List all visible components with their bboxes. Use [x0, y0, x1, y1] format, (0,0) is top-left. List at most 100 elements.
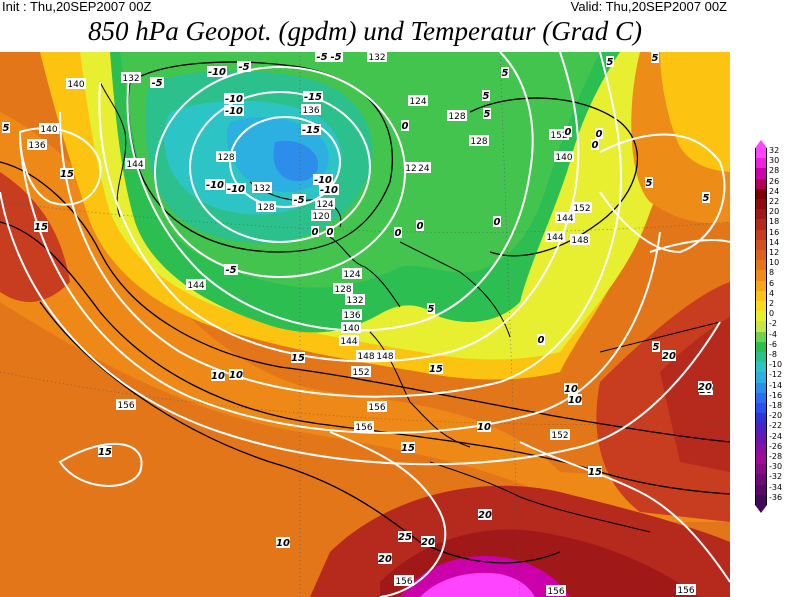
contour-line [599, 133, 726, 254]
temperature-label: 5 [3, 123, 10, 134]
legend-label: 14 [769, 237, 780, 247]
legend-label: 22 [769, 197, 780, 206]
temperature-label-bg [588, 466, 602, 477]
legend-color-cell [755, 280, 767, 291]
temperature-label-bg [595, 128, 603, 139]
temperature-label-bg [421, 536, 435, 547]
weather-map[interactable]: 132 140 140 136 132 136 128 132 128 124 120 124 128 1… [0, 52, 730, 597]
geopotential-label-bg [121, 72, 141, 83]
geopotential-label-bg [447, 110, 467, 121]
temperature-label-bg [205, 179, 225, 190]
temperature-label-bg [98, 446, 112, 457]
legend-label: -6 [769, 339, 777, 349]
legend-label: 12 [769, 248, 780, 257]
legend-label: 2 [769, 299, 775, 308]
temperature-label: 10 [211, 371, 225, 382]
temperature-label: 0 [402, 121, 409, 132]
temperature-label: 20 [478, 510, 492, 521]
legend-label: 6 [769, 278, 775, 288]
temperature-label: 10 [276, 538, 290, 549]
legend-label: -32 [769, 472, 783, 482]
temperature-label-bg [311, 226, 319, 237]
legend-top-arrow [755, 140, 767, 148]
isotherm [127, 61, 394, 253]
geopotential-label-bg [550, 429, 570, 440]
legend-label: 8 [769, 268, 775, 278]
temperature-label: -10 [225, 106, 243, 117]
geopotential-label: 152 [551, 431, 568, 441]
geopotential-label: 140 [67, 80, 84, 90]
temperature-label: 0 [417, 221, 424, 232]
temperature-label-bg [568, 394, 582, 405]
geopotential-label-bg [333, 283, 353, 294]
temperature-label: 0 [592, 140, 599, 151]
geopotential-label: 152 [352, 368, 369, 378]
geopotential-label-bg [339, 335, 359, 346]
geopotential-label: 148 [571, 236, 588, 246]
geopotential-label: 132 [122, 74, 139, 84]
coast-mediterranean [429, 461, 651, 533]
geopotential-label-bg [394, 575, 414, 586]
geopotential-label: 156 [117, 401, 134, 411]
temperature-label-bg [226, 183, 246, 194]
geopotential-label: 136 [302, 106, 319, 116]
temperature-label-bg [482, 90, 490, 101]
geopotential-label-bg [345, 294, 365, 305]
temperature-label: -5 [225, 265, 236, 276]
geopotential-label: 148 [376, 352, 393, 362]
legend-label: 16 [769, 227, 780, 237]
legend-color-cell [755, 219, 767, 230]
geopotential-label-bg [301, 104, 321, 115]
legend-color-cell [755, 270, 767, 281]
legend-label: -8 [769, 350, 777, 359]
legend-label: -30 [769, 462, 783, 472]
temperature-label-bg [224, 93, 244, 104]
temperature-label-bg [207, 66, 227, 77]
temperature-label: 5 [646, 178, 653, 189]
contour-line [126, 52, 534, 332]
geopotential-label-bg [311, 210, 331, 221]
legend-label: -10 [769, 360, 783, 370]
legend-color-cell [755, 484, 767, 495]
legend-color-cell [755, 148, 767, 159]
legend-label: -24 [769, 431, 783, 441]
temperature-label-bg [416, 220, 424, 231]
geopotential-label: 140 [342, 324, 359, 334]
temperature-label-bg [326, 226, 334, 237]
isotherms [0, 61, 730, 564]
legend-label: 0 [769, 309, 775, 319]
geopotential-label-bg [546, 585, 566, 596]
contour-line [649, 239, 730, 253]
temperature-label-bg [378, 553, 392, 564]
temperature-label-bg [303, 91, 323, 102]
geopotential-label: 136 [28, 141, 45, 151]
temperature-label-bg [313, 174, 333, 185]
temperature-label: 5 [653, 342, 660, 353]
legend-label: -16 [769, 390, 783, 400]
temperature-label: 10 [477, 422, 491, 433]
geopotential-label: 128 [257, 203, 274, 213]
geopotential-label: 144 [340, 337, 357, 347]
geopotential-label-bg [367, 401, 387, 412]
coast-russia [599, 321, 721, 353]
legend-color-cell [755, 188, 767, 199]
geopotential-label: 132 [253, 184, 270, 194]
geopotential-label-bg [342, 268, 362, 279]
temperature-label-bg [477, 421, 491, 432]
geopotential-label: 156 [677, 586, 694, 596]
temperature-label-bg [427, 303, 435, 314]
geopotential-label: 132 [346, 296, 363, 306]
legend-label: 28 [769, 166, 780, 176]
legend-color-cell [755, 178, 767, 189]
geopotential-label-bg [116, 399, 136, 410]
legend-label: -14 [769, 380, 783, 390]
geopotential-label: 128 [334, 285, 351, 295]
valid-time: Valid: Thu,20SEP2007 00Z [570, 0, 727, 14]
temperature-label-bg [211, 370, 225, 381]
temperature-label: -5 [238, 62, 249, 73]
contour-ring [58, 442, 143, 487]
temperature-label-bg [537, 334, 545, 345]
geopotential-label-bg [125, 158, 145, 169]
legend-color-cell [755, 423, 767, 434]
geopotential-label: 148 [357, 352, 374, 362]
